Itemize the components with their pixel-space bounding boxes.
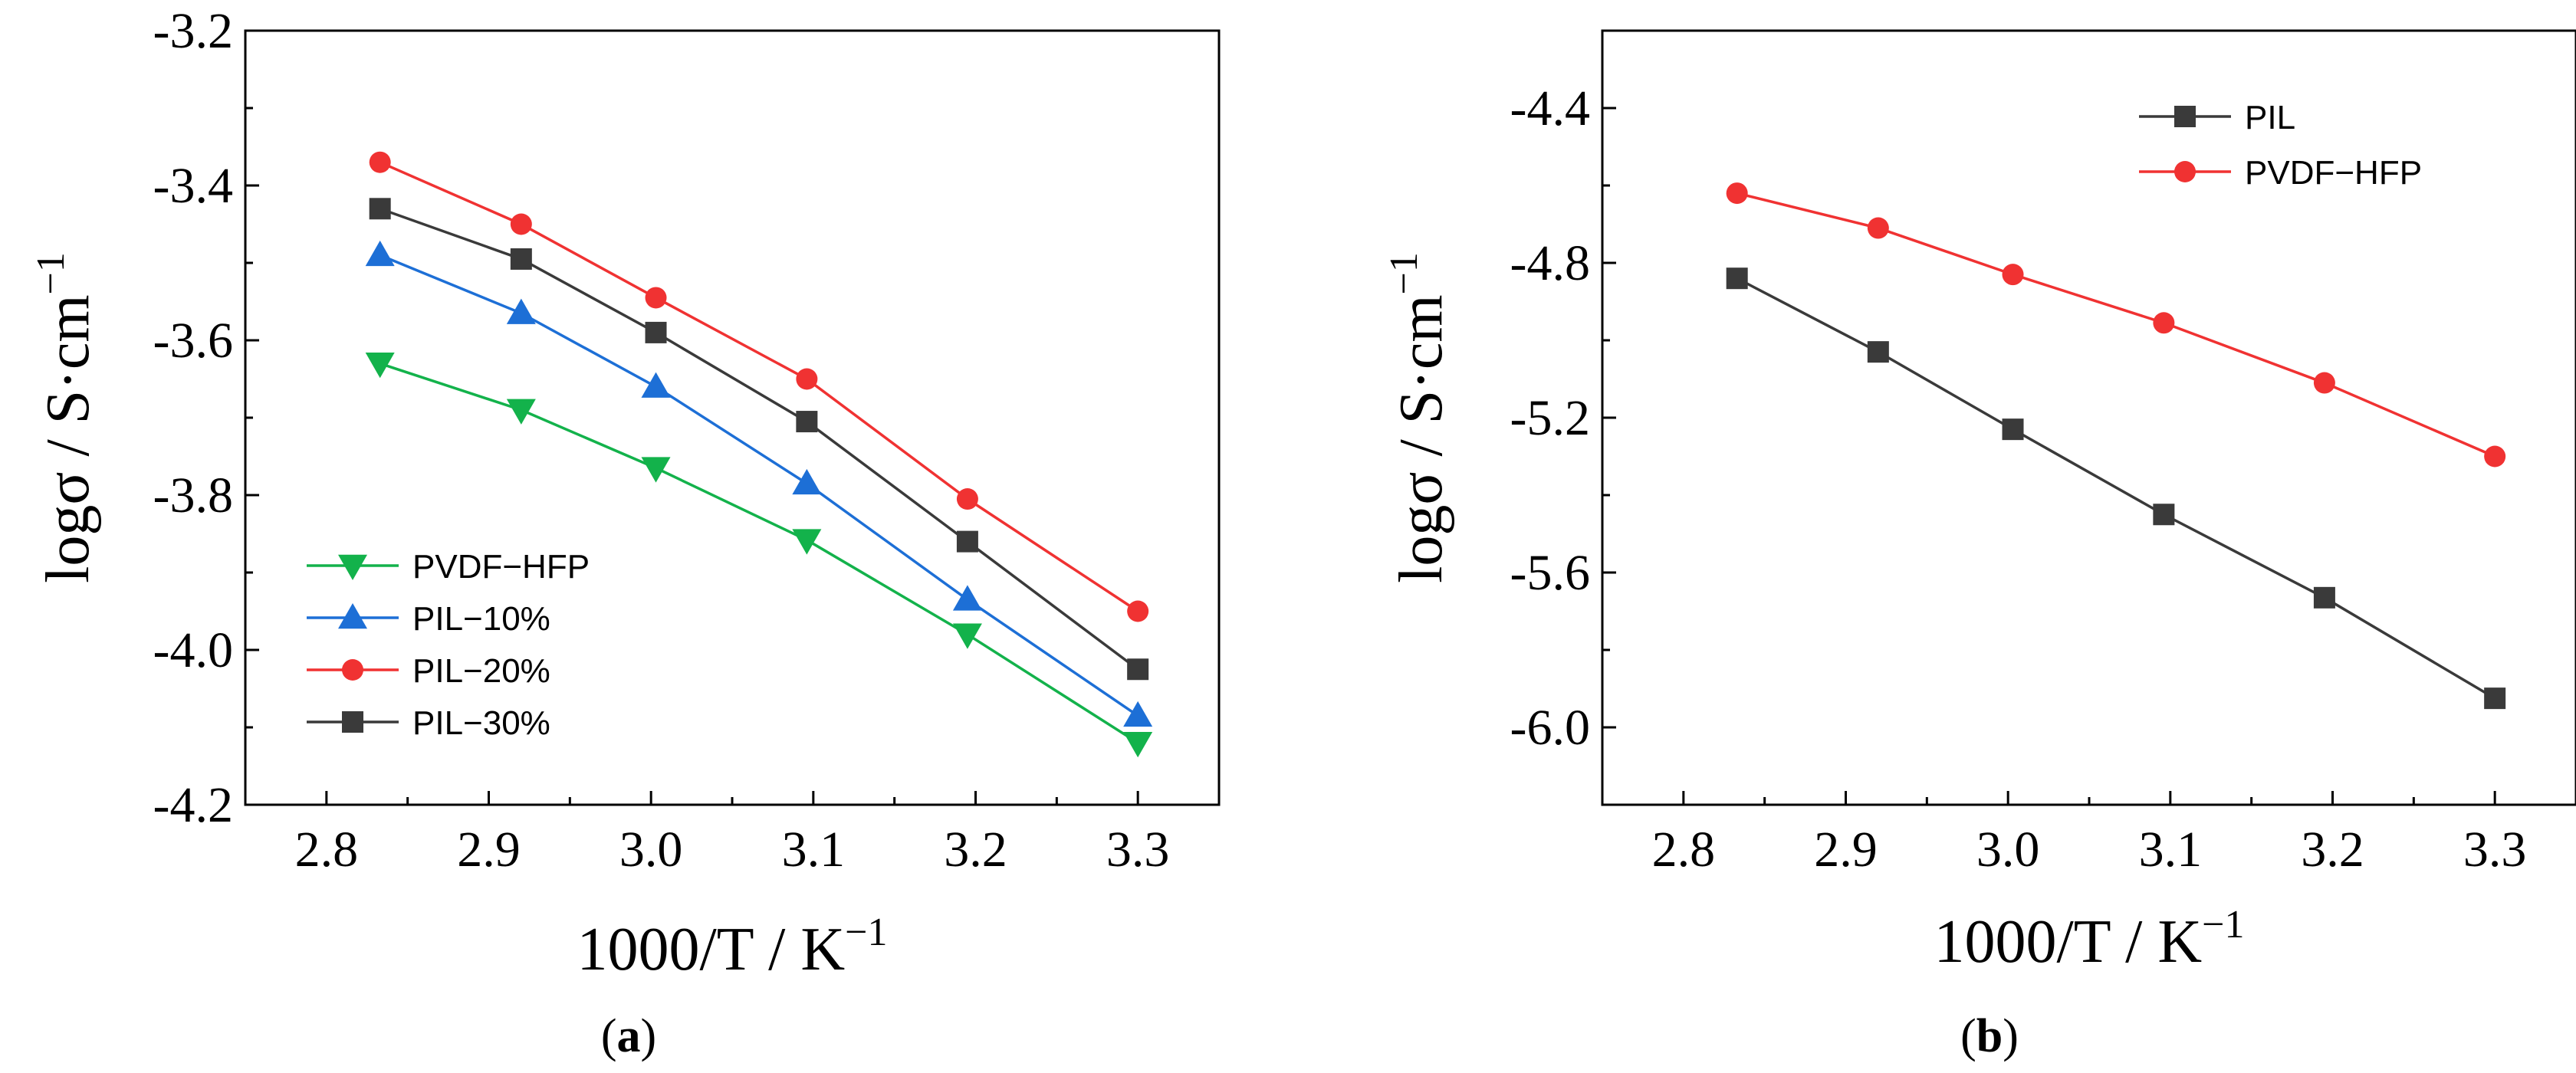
data-point: [506, 399, 536, 425]
data-point: [796, 411, 818, 433]
series-group: [365, 151, 1153, 758]
y-tick-label: -4.4: [1510, 80, 1590, 136]
x-tick-label: 3.3: [2463, 822, 2527, 878]
legend-marker: [342, 711, 363, 733]
data-point: [1123, 701, 1153, 727]
y-tick-label: -5.6: [1510, 545, 1590, 601]
data-point: [1123, 731, 1153, 758]
legend-marker: [2174, 161, 2196, 182]
x-tick-label: 3.0: [1976, 822, 2040, 878]
data-point: [369, 198, 391, 220]
y-tick-label: -4.2: [153, 777, 233, 833]
x-axis-title: 1000/T / K−1: [1934, 903, 2245, 976]
x-axis-ticks: 2.8 2.9 3.0 3.1 3.2 3.3: [295, 791, 1170, 878]
y-tick-label: -3.2: [153, 3, 233, 59]
data-point: [1127, 600, 1149, 622]
x-tick-label: 3.2: [2301, 822, 2364, 878]
chart-panel-a: -3.2 -3.4 -3.6 -3.8 -4.0 -4.2 2.8 2.9 3.0 3.1 3.2…: [29, 3, 1221, 1062]
data-point: [510, 248, 532, 270]
x-tick-label: 2.8: [295, 822, 359, 878]
data-point: [1127, 658, 1149, 681]
data-point: [2002, 264, 2024, 286]
data-point: [2484, 687, 2506, 710]
data-point: [641, 372, 671, 398]
x-tick-label: 2.9: [457, 822, 521, 878]
data-point: [365, 240, 395, 267]
y-axis-ticks: -3.2 -3.4 -3.6 -3.8 -4.0 -4.2: [153, 3, 259, 833]
x-axis-title: 1000/T / K−1: [577, 911, 888, 983]
plot-area-frame: [244, 29, 1221, 806]
x-tick-label: 3.3: [1106, 822, 1170, 878]
series-line: [380, 254, 1139, 717]
legend: PVDF−HFP PIL−10% PIL−20% PIL−30%: [307, 548, 590, 742]
y-tick-label: -4.0: [153, 622, 233, 678]
data-point: [2002, 418, 2024, 441]
data-point: [1867, 341, 1889, 363]
series-line: [380, 362, 1139, 744]
legend-marker: [338, 603, 367, 629]
y-axis-title: logσ / S·cm−1: [1382, 252, 1455, 583]
panel-label: (b): [1960, 1010, 2019, 1062]
y-axis-ticks: -4.4 -4.8 -5.2 -5.6 -6.0: [1510, 80, 1616, 756]
series-line: [379, 161, 1139, 612]
data-point: [2313, 586, 2335, 609]
series-line: [380, 207, 1139, 671]
x-tick-label: 3.2: [944, 822, 1007, 878]
data-point: [506, 298, 536, 324]
y-tick-label: -3.4: [153, 158, 233, 214]
y-tick-label: -4.8: [1510, 235, 1590, 291]
series-group: [1726, 182, 2506, 710]
legend-marker: [338, 554, 367, 580]
data-point: [2484, 445, 2506, 468]
data-point: [369, 151, 391, 173]
data-point: [956, 488, 978, 510]
data-point: [1726, 182, 1748, 205]
x-tick-label: 3.0: [619, 822, 683, 878]
data-point: [956, 530, 978, 553]
legend-marker: [342, 659, 363, 681]
data-point: [952, 585, 982, 611]
legend-label: PVDF−HFP: [412, 548, 590, 586]
legend-label: PIL−10%: [412, 600, 550, 638]
data-point: [796, 368, 818, 390]
data-point: [2313, 372, 2335, 394]
y-tick-label: -3.6: [153, 313, 233, 369]
data-point: [645, 321, 667, 343]
legend: PIL PVDF−HFP: [2139, 99, 2422, 192]
data-point: [1726, 267, 1748, 290]
data-point: [1867, 217, 1889, 239]
plot-area-frame: [1601, 29, 2576, 806]
legend-label: PIL−20%: [412, 652, 550, 690]
legend-label: PVDF−HFP: [2245, 154, 2422, 192]
legend-label: PIL: [2245, 99, 2295, 136]
data-point: [645, 287, 667, 309]
x-tick-label: 2.8: [1652, 822, 1716, 878]
series-line: [1737, 192, 2496, 458]
data-point: [641, 457, 671, 483]
panel-label: (a): [601, 1010, 656, 1062]
data-point: [2153, 504, 2175, 526]
data-point: [365, 353, 395, 379]
legend-label: PIL−30%: [412, 704, 550, 742]
data-point: [510, 213, 532, 235]
x-tick-label: 3.1: [782, 822, 846, 878]
y-tick-label: -3.8: [153, 468, 233, 523]
x-axis-ticks: 2.8 2.9 3.0 3.1 3.2 3.3: [1652, 791, 2527, 878]
y-tick-label: -6.0: [1510, 700, 1590, 756]
y-tick-label: -5.2: [1510, 390, 1590, 446]
legend-marker: [2174, 106, 2196, 127]
series-line: [1736, 277, 2496, 700]
y-axis-title: logσ / S·cm−1: [29, 252, 102, 583]
x-tick-label: 3.1: [2139, 822, 2203, 878]
data-point: [792, 468, 822, 495]
data-point: [792, 529, 822, 555]
data-point: [952, 623, 982, 649]
x-tick-label: 2.9: [1814, 822, 1878, 878]
chart-panel-b: -4.4-4.8-5.2-5.6-6.0 2.8 2.9 3.0 3.1 3.2 3.3 …: [1382, 29, 2576, 1062]
data-point: [2153, 312, 2175, 334]
